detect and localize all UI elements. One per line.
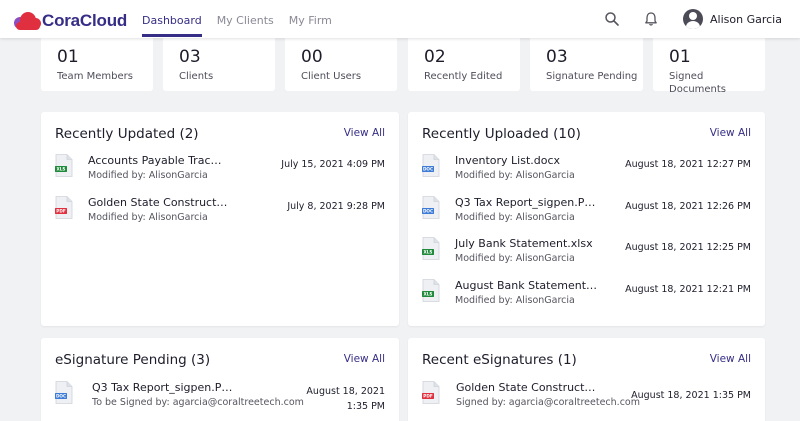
file-modified-by: Modified by: AlisonGarcia [88, 170, 208, 181]
file-name[interactable]: Golden State Construct… [456, 381, 596, 394]
doc-file-icon: DOC [422, 154, 440, 177]
xls-file-icon: XLS [55, 154, 73, 177]
nav-tab-my-clients[interactable]: My Clients [216, 14, 274, 27]
file-modified-by: Modified by: AlisonGarcia [88, 212, 208, 223]
stat-label: Team Members [57, 71, 133, 82]
panel-title: eSignature Pending (3) [55, 352, 211, 368]
view-all-link[interactable]: View All [343, 353, 385, 365]
file-row[interactable]: DOC Q3 Tax Report_sigpen.P… To be Signed… [55, 381, 385, 415]
nav-tab-my-firm[interactable]: My Firm [288, 14, 332, 27]
panel-title: Recent eSignatures (1) [422, 352, 577, 368]
file-name[interactable]: Q3 Tax Report_sigpen.P… [92, 381, 233, 394]
file-name[interactable]: Accounts Payable Trac… [88, 154, 222, 167]
search-icon[interactable] [604, 11, 620, 27]
stat-value: 03 [546, 47, 568, 67]
nav-tab-dashboard[interactable]: Dashboard [142, 0, 202, 38]
panel-title: Recently Uploaded (10) [422, 126, 581, 142]
file-name[interactable]: Q3 Tax Report_sigpen.P… [455, 196, 596, 209]
file-name[interactable]: August Bank Statement… [455, 279, 598, 292]
file-signer: To be Signed by: agarcia@coraltreetech.c… [92, 397, 304, 408]
file-row[interactable]: XLS July Bank Statement.xlsx Modified by… [422, 237, 751, 271]
file-date: August 18, 2021 1:35 PM [306, 386, 385, 412]
file-date: August 18, 2021 12:27 PM [625, 159, 751, 170]
brand-name: CoraCloud [42, 11, 128, 30]
pdf-file-icon: PDF [55, 196, 73, 219]
stat-card-signature-pending[interactable]: 03 Signature Pending [530, 36, 643, 91]
stat-card-client-users[interactable]: 00 Client Users [285, 36, 397, 91]
svg-text:DOC: DOC [423, 167, 433, 172]
svg-text:PDF: PDF [423, 394, 433, 399]
file-signer: Signed by: agarcia@coraltreetech.com [456, 397, 640, 408]
stat-value: 02 [424, 47, 446, 67]
file-modified-by: Modified by: AlisonGarcia [455, 253, 575, 264]
stat-card-clients[interactable]: 03 Clients [163, 36, 275, 91]
file-date: July 15, 2021 4:09 PM [281, 159, 385, 170]
file-row[interactable]: DOC Inventory List.docx Modified by: Ali… [422, 154, 751, 188]
file-row[interactable]: XLS Accounts Payable Trac… Modified by: … [55, 154, 385, 188]
recently-uploaded-panel: Recently Uploaded (10) View All DOC Inve… [408, 112, 765, 326]
stat-card-team-members[interactable]: 01 Team Members [41, 36, 153, 91]
user-name: Alison Garcia [710, 12, 782, 26]
top-bar: CoraCloud Dashboard My Clients My Firm A… [0, 0, 800, 38]
view-all-link[interactable]: View All [343, 127, 385, 139]
stat-label: Recently Edited [424, 71, 503, 82]
view-all-link[interactable]: View All [709, 353, 751, 365]
stat-value: 00 [301, 47, 323, 67]
view-all-link[interactable]: View All [709, 127, 751, 139]
file-date: August 18, 2021 12:26 PM [625, 201, 751, 212]
stat-value: 03 [179, 47, 201, 67]
file-row[interactable]: XLS August Bank Statement… Modified by: … [422, 279, 751, 313]
file-date: August 18, 2021 1:35 PM [631, 390, 751, 401]
recently-updated-panel: Recently Updated (2) View All XLS Accoun… [41, 112, 399, 326]
stat-label: Signed Documents [669, 71, 727, 95]
file-row[interactable]: PDF Golden State Construct… Modified by:… [55, 196, 385, 230]
stat-value: 01 [669, 47, 691, 67]
svg-text:XLS: XLS [57, 167, 66, 172]
stat-label: Signature Pending [546, 71, 638, 82]
user-avatar-icon [683, 9, 703, 29]
cloud-logo-icon [14, 12, 42, 30]
stat-label: Client Users [301, 71, 362, 82]
stat-card-signed-documents[interactable]: 01 Signed Documents [653, 36, 765, 95]
doc-file-icon: DOC [55, 381, 73, 404]
pdf-file-icon: PDF [422, 381, 440, 404]
svg-text:PDF: PDF [56, 209, 66, 214]
file-name[interactable]: July Bank Statement.xlsx [455, 237, 593, 250]
file-date: August 18, 2021 12:21 PM [625, 284, 751, 295]
panel-title: Recently Updated (2) [55, 126, 199, 142]
stat-card-recently-edited[interactable]: 02 Recently Edited [408, 36, 520, 91]
svg-text:DOC: DOC [56, 394, 66, 399]
xls-file-icon: XLS [422, 279, 440, 302]
file-row[interactable]: PDF Golden State Construct… Signed by: a… [422, 381, 751, 415]
file-date: August 18, 2021 12:25 PM [625, 242, 751, 253]
svg-text:DOC: DOC [423, 209, 433, 214]
user-menu[interactable]: Alison Garcia [683, 9, 782, 29]
recent-esignatures-panel: Recent eSignatures (1) View All PDF Gold… [408, 338, 765, 421]
file-row[interactable]: DOC Q3 Tax Report_sigpen.P… Modified by:… [422, 196, 751, 230]
file-modified-by: Modified by: AlisonGarcia [455, 212, 575, 223]
brand-logo[interactable]: CoraCloud [14, 10, 127, 32]
svg-text:XLS: XLS [424, 250, 433, 255]
file-modified-by: Modified by: AlisonGarcia [455, 170, 575, 181]
file-modified-by: Modified by: AlisonGarcia [455, 295, 575, 306]
file-name[interactable]: Inventory List.docx [455, 154, 561, 167]
xls-file-icon: XLS [422, 237, 440, 260]
main-nav: Dashboard My Clients My Firm [142, 0, 347, 38]
file-name[interactable]: Golden State Construct… [88, 196, 228, 209]
stat-value: 01 [57, 47, 79, 67]
doc-file-icon: DOC [422, 196, 440, 219]
stat-label: Clients [179, 71, 214, 82]
file-date: July 8, 2021 9:28 PM [287, 201, 385, 212]
bell-icon[interactable] [643, 11, 659, 27]
esignature-pending-panel: eSignature Pending (3) View All DOC Q3 T… [41, 338, 399, 421]
svg-text:XLS: XLS [424, 292, 433, 297]
